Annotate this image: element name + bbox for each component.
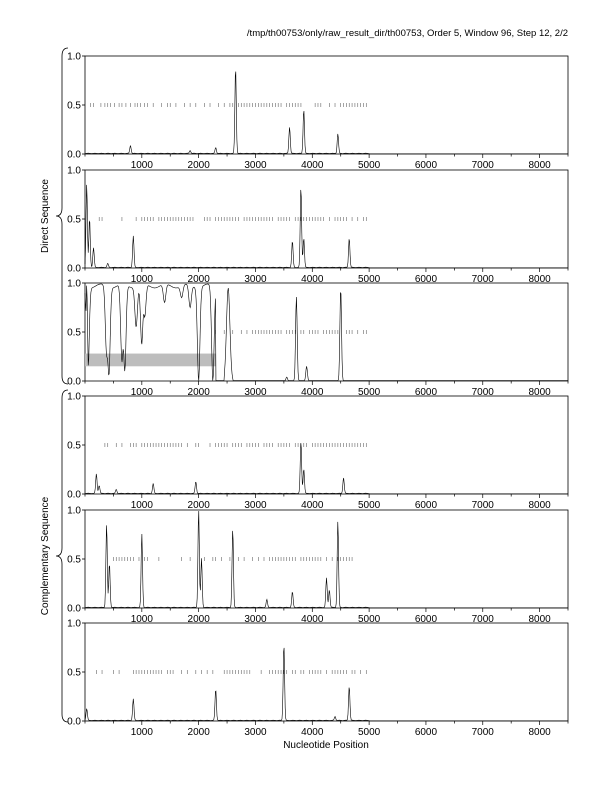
x-tick-label: 8000 (528, 614, 551, 625)
x-tick-label: 8000 (528, 160, 551, 171)
x-tick-label: 1000 (131, 727, 154, 738)
y-tick-label: 0.5 (67, 328, 81, 339)
x-tick-label: 4000 (301, 274, 324, 285)
x-tick-label: 3000 (244, 387, 267, 398)
panels: 0.0 0.5 1.0 1000 2000 3000 4000 5000 6000 7000 800… (67, 52, 569, 738)
x-tick-label: 6000 (415, 500, 438, 511)
x-tick-label: 3000 (244, 727, 267, 738)
x-tick-label: 1000 (131, 614, 154, 625)
y-tick-label: 1.0 (67, 392, 81, 403)
x-tick-label: 5000 (358, 274, 381, 285)
panel: 0.0 0.5 1.0 1000 2000 3000 4000 5000 6000 7000 800… (67, 279, 569, 398)
panel: 0.0 0.5 1.0 1000 2000 3000 4000 5000 6000 7000 800… (67, 392, 569, 511)
panel-frame (84, 169, 569, 269)
x-tick-label: 7000 (472, 614, 495, 625)
x-tick-label: 8000 (528, 727, 551, 738)
panel: 0.0 0.5 1.0 1000 2000 3000 4000 5000 6000 7000 800… (67, 52, 569, 171)
y-tick-label: 0.5 (67, 668, 81, 679)
x-tick-label: 2000 (188, 387, 211, 398)
x-tick-label: 1000 (131, 274, 154, 285)
x-axis-label: Nucleotide Position (283, 740, 369, 751)
x-tick-label: 2000 (188, 614, 211, 625)
direct-group-label: Direct Sequence (40, 179, 51, 253)
x-tick-label: 1000 (131, 500, 154, 511)
y-tick-label: 0.0 (67, 264, 81, 275)
y-tick-label: 0.0 (67, 490, 81, 501)
x-tick-label: 7000 (472, 727, 495, 738)
x-tick-label: 4000 (301, 160, 324, 171)
x-tick-label: 5000 (358, 160, 381, 171)
x-tick-label: 7000 (472, 500, 495, 511)
series-line (84, 184, 568, 269)
x-tick-label: 2000 (188, 500, 211, 511)
x-tick-label: 4000 (301, 500, 324, 511)
y-tick-label: 1.0 (67, 166, 81, 177)
x-tick-label: 2000 (188, 274, 211, 285)
x-tick-label: 7000 (472, 274, 495, 285)
x-tick-label: 6000 (415, 274, 438, 285)
series-line (84, 283, 568, 381)
y-tick-label: 0.5 (67, 555, 81, 566)
series-line (84, 510, 568, 609)
y-tick-label: 1.0 (67, 52, 81, 63)
series-line (84, 443, 568, 495)
x-tick-label: 3000 (244, 160, 267, 171)
direct-group-brace (55, 47, 69, 385)
panel: 0.0 0.5 1.0 1000 2000 3000 4000 5000 6000 7000 800… (67, 166, 569, 285)
x-tick-label: 3000 (244, 274, 267, 285)
y-tick-label: 0.0 (67, 377, 81, 388)
x-tick-label: 7000 (472, 387, 495, 398)
x-tick-label: 5000 (358, 614, 381, 625)
x-tick-label: 1000 (131, 160, 154, 171)
y-tick-label: 0.0 (67, 604, 81, 615)
x-tick-label: 6000 (415, 160, 438, 171)
complementary-group-label: Complementary Sequence (40, 496, 51, 615)
x-tick-label: 4000 (301, 614, 324, 625)
highlight-band (85, 353, 216, 367)
complementary-group-brace (55, 389, 69, 723)
x-tick-label: 3000 (244, 614, 267, 625)
series-line (84, 71, 568, 155)
x-tick-label: 6000 (415, 727, 438, 738)
panel: 0.0 0.5 1.0 1000 2000 3000 4000 5000 6000 7000 800… (67, 506, 569, 625)
x-tick-label: 8000 (528, 500, 551, 511)
y-tick-label: 1.0 (67, 619, 81, 630)
x-tick-label: 5000 (358, 387, 381, 398)
x-tick-label: 2000 (188, 727, 211, 738)
header-path: /tmp/th00753/only/raw_result_dir/th00753… (247, 28, 568, 39)
y-tick-label: 1.0 (67, 506, 81, 517)
x-tick-label: 7000 (472, 160, 495, 171)
panel-frame (84, 55, 569, 155)
x-tick-label: 6000 (415, 387, 438, 398)
x-tick-label: 1000 (131, 387, 154, 398)
x-tick-label: 4000 (301, 387, 324, 398)
x-tick-label: 5000 (358, 500, 381, 511)
y-tick-label: 0.5 (67, 215, 81, 226)
y-tick-label: 0.5 (67, 101, 81, 112)
y-tick-label: 1.0 (67, 279, 81, 290)
x-tick-label: 4000 (301, 727, 324, 738)
y-tick-label: 0.0 (67, 717, 81, 728)
x-tick-label: 8000 (528, 274, 551, 285)
x-tick-label: 2000 (188, 160, 211, 171)
x-tick-label: 8000 (528, 387, 551, 398)
y-tick-label: 0.0 (67, 150, 81, 161)
y-tick-label: 0.5 (67, 441, 81, 452)
series-line (84, 647, 568, 722)
x-tick-label: 5000 (358, 727, 381, 738)
panel: 0.0 0.5 1.0 1000 2000 3000 4000 5000 6000 7000 800… (67, 619, 569, 738)
x-tick-label: 6000 (415, 614, 438, 625)
x-tick-label: 3000 (244, 500, 267, 511)
